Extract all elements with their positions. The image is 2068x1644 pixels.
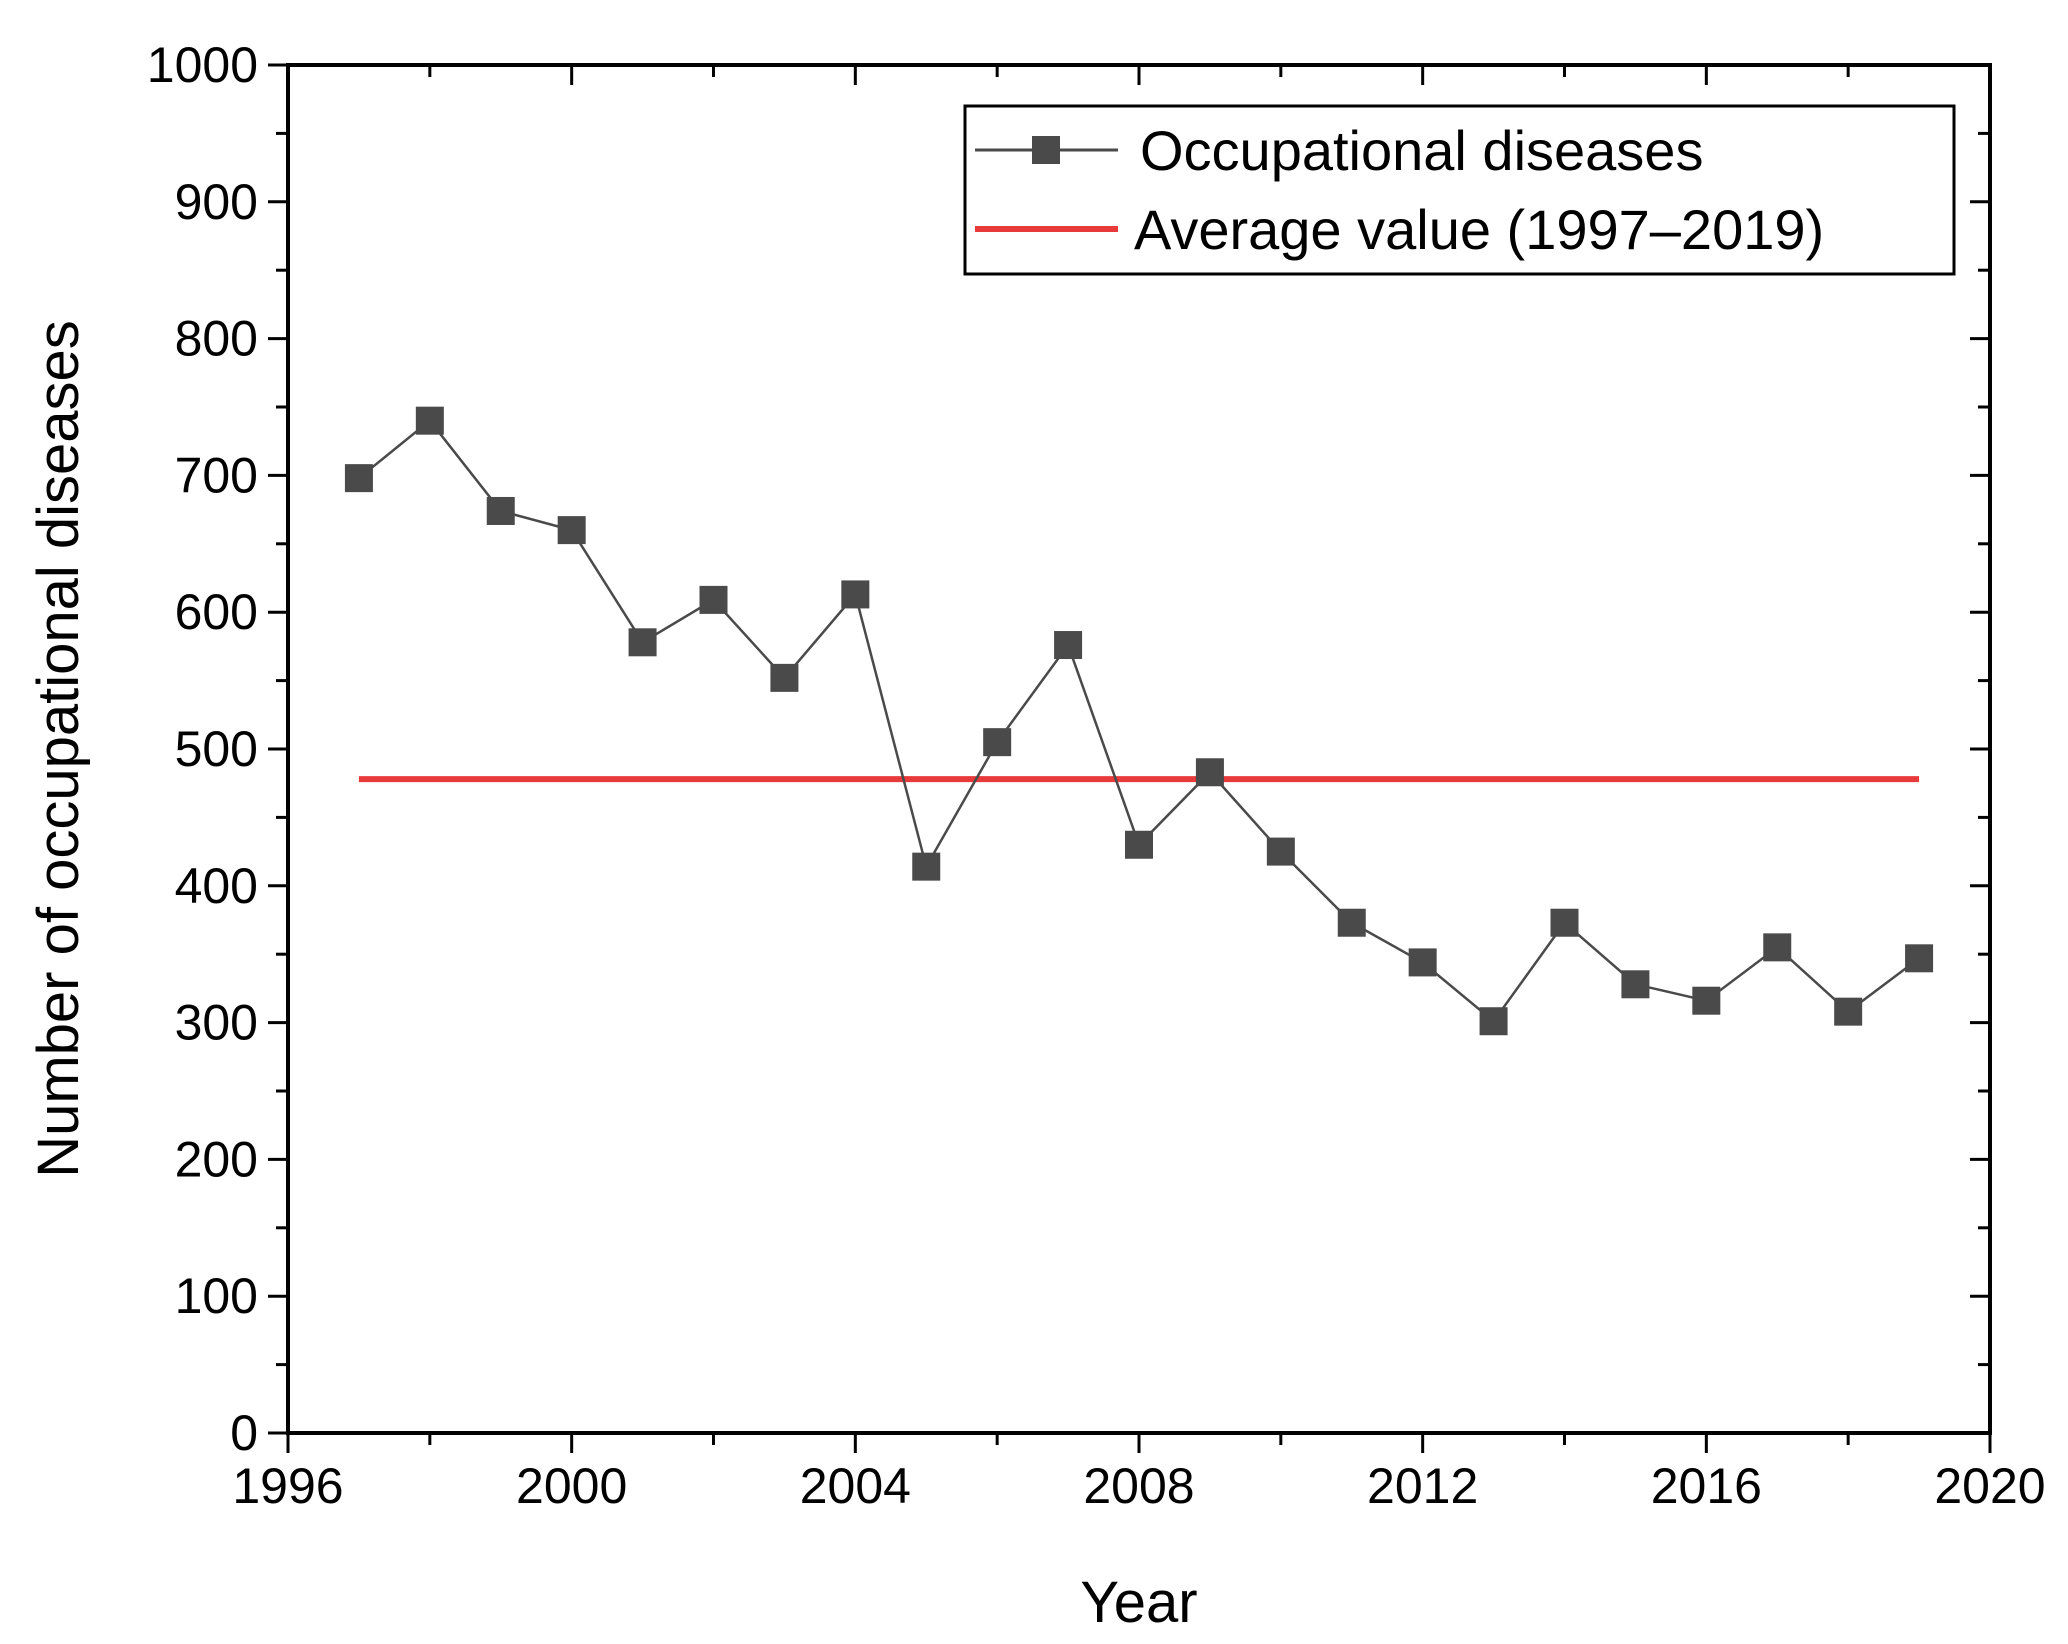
x-tick-label: 1996 [232, 1458, 343, 1514]
axis-ticks [268, 63, 1992, 1453]
data-point-2011 [1337, 908, 1366, 937]
y-tick-label: 500 [175, 721, 258, 777]
data-point-2004 [841, 580, 870, 609]
data-point-2003 [770, 663, 799, 692]
y-tick-label: 600 [175, 584, 258, 640]
axis-tick-labels: 1996 2000 2004 2008 2012 2016 2020 0 100 200 300 40… [147, 37, 2046, 1514]
y-tick-label: 300 [175, 995, 258, 1051]
y-tick-label: 900 [175, 174, 258, 230]
y-tick-label: 200 [175, 1131, 258, 1187]
x-tick-label: 2008 [1083, 1458, 1194, 1514]
x-tick-label: 2012 [1367, 1458, 1478, 1514]
legend-label-occupational: Occupational diseases [1140, 119, 1703, 182]
data-point-2018 [1834, 997, 1863, 1026]
data-point-2012 [1408, 948, 1437, 977]
legend: Occupational diseases Average value (199… [963, 104, 1956, 276]
data-point-2007 [1054, 631, 1083, 660]
data-point-2008 [1125, 830, 1153, 859]
data-point-2017 [1763, 933, 1792, 962]
data-point-2006 [983, 728, 1012, 757]
data-point-1999 [486, 496, 515, 525]
data-point-2002 [699, 585, 728, 614]
legend-label-average: Average value (1997–2019) [1134, 198, 1824, 261]
data-point-1998 [415, 406, 444, 435]
data-point-2015 [1621, 970, 1650, 999]
data-point-2001 [628, 628, 657, 657]
series-line-occupational [358, 418, 1920, 1024]
data-point-2010 [1266, 837, 1295, 866]
legend-box [963, 104, 1956, 276]
y-axis-title: Number of occupational diseases [26, 320, 91, 1178]
y-tick-label: 1000 [147, 37, 258, 93]
y-tick-label: 400 [175, 858, 258, 914]
y-tick-label: 800 [175, 311, 258, 367]
data-point-2000 [557, 516, 586, 545]
series-layer [344, 406, 1934, 1036]
data-point-2009 [1195, 758, 1224, 787]
data-point-2005 [912, 852, 941, 881]
y-tick-label: 100 [175, 1268, 258, 1324]
legend-marker-occupational [1032, 136, 1060, 164]
data-point-2013 [1479, 1007, 1508, 1036]
x-tick-label: 2016 [1651, 1458, 1762, 1514]
x-axis-title: Year [1080, 1570, 1197, 1635]
data-point-1997 [344, 464, 373, 493]
x-tick-label: 2004 [800, 1458, 911, 1514]
y-tick-label: 0 [230, 1405, 258, 1461]
data-point-2016 [1692, 986, 1721, 1015]
data-point-2014 [1550, 908, 1579, 937]
x-tick-label: 2000 [516, 1458, 627, 1514]
x-tick-label: 2020 [1934, 1458, 2045, 1514]
data-point-2019 [1905, 944, 1934, 973]
y-tick-label: 700 [175, 447, 258, 503]
